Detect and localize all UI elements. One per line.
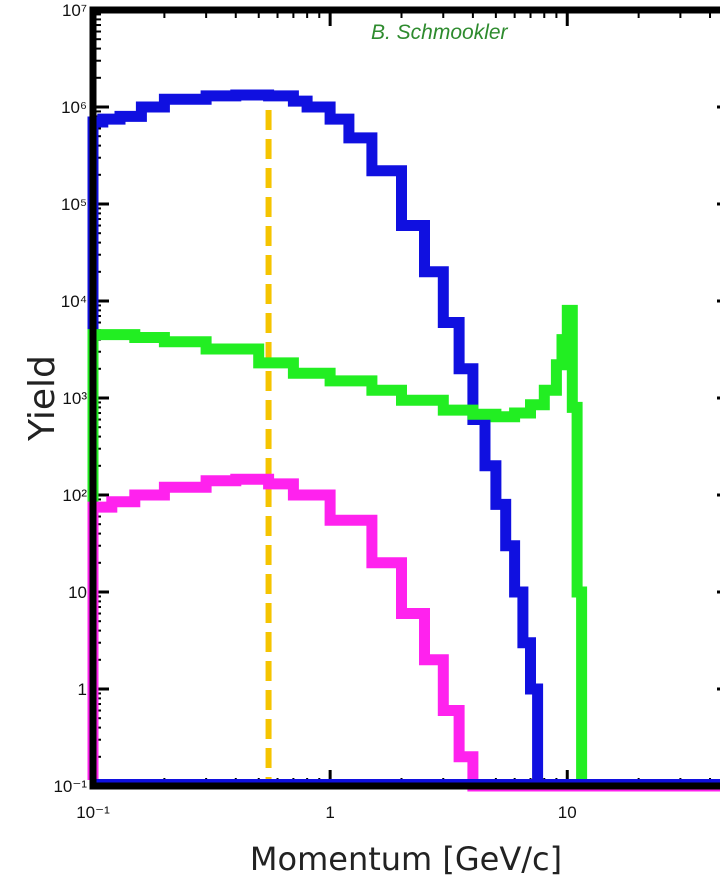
x-axis-label: Momentum [GeV/c] [250,840,562,878]
series-layer [87,89,720,792]
series-1-line [87,304,588,786]
y-tick-label: 10² [62,486,87,505]
y-tick-label: 10⁵ [61,195,87,214]
series-2-line [87,473,720,792]
x-tick-label: 10 [558,803,577,822]
x-tick-label: 1 [325,803,334,822]
plot-frame [89,6,720,790]
tick-labels: 10⁷ 10⁶ 10⁵ 10⁴ 10³ 10² 10 1 10⁻¹ 10⁻¹ 1 10 [53,1,576,822]
y-tick-label: 10⁴ [61,292,87,311]
y-tick-label: 10 [68,583,87,602]
y-tick-label: 10³ [62,389,87,408]
series-0-line [87,89,544,786]
y-tick-label: 1 [78,680,87,699]
y-axis-label: Yield [22,355,63,442]
y-tick-label: 10⁷ [62,1,87,20]
author-credit: B. Schmookler [371,21,509,44]
x-tick-label: 10⁻¹ [76,803,110,822]
y-tick-label: 10⁶ [61,98,87,117]
y-tick-label: 10⁻¹ [53,777,87,796]
